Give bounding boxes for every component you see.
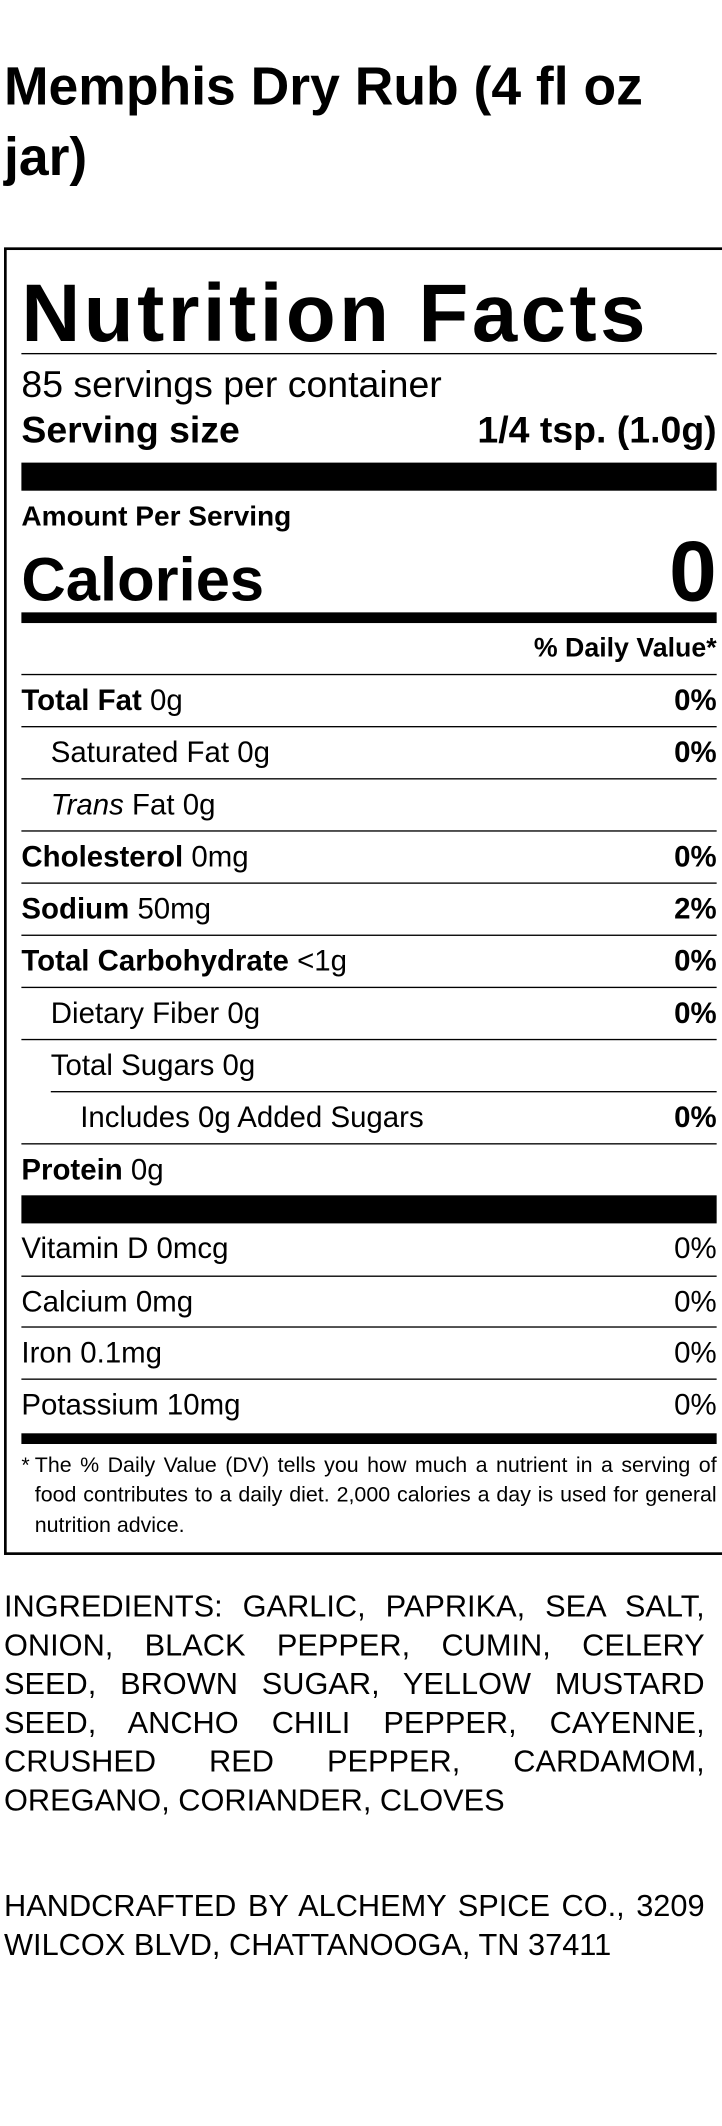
vitamin-amount: 0mcg <box>156 1231 229 1266</box>
nutrient-row: Cholesterol 0mg 0% <box>21 830 717 882</box>
nutrient-row: Trans Fat 0g <box>21 778 717 830</box>
thick-rule <box>21 612 717 624</box>
manufacturer: HANDCRAFTED BY ALCHEMY SPICE CO., 3209 W… <box>4 1887 705 1962</box>
nutrition-label: Nutrition Facts 85 servings per containe… <box>4 247 722 1555</box>
footnote: * The % Daily Value (DV) tells you how mu… <box>21 1452 716 1542</box>
ingredients: INGREDIENTS: GARLIC, PAPRIKA, SEA SALT, … <box>4 1588 705 1818</box>
footnote-text: The % Daily Value (DV) tells you how muc… <box>34 1454 717 1538</box>
nutrient-name-italic: Trans <box>50 787 124 821</box>
nutrient-name: Total Sugars <box>50 1048 215 1082</box>
vitamin-dv: 0% <box>674 1231 717 1266</box>
vitamin-amount: 10mg <box>166 1387 241 1422</box>
nutrient-amount: 0g <box>227 996 261 1030</box>
nutrient-dv: 2% <box>674 891 717 926</box>
dv-header: % Daily Value* <box>533 633 717 664</box>
nutrient-dv: 0% <box>674 943 717 978</box>
amount-per-serving: Amount Per Serving <box>21 501 292 533</box>
nutrient-dv: 0% <box>674 839 717 874</box>
nutrient-name: Total Fat <box>21 683 142 717</box>
nutrient-name: Sodium <box>21 891 130 926</box>
nutrient-name: Includes 0g Added Sugars <box>80 1100 424 1134</box>
nutrient-name: Saturated Fat <box>50 735 230 769</box>
nutrient-row: Sodium 50mg 2% <box>21 882 717 934</box>
vitamin-dv: 0% <box>674 1335 717 1370</box>
nutrient-name: Cholesterol <box>21 839 184 874</box>
vitamin-dv: 0% <box>674 1387 717 1422</box>
thick-rule <box>21 1195 717 1224</box>
vitamin-row: Iron 0.1mg 0% <box>21 1326 717 1379</box>
calories-value: 0 <box>669 522 717 620</box>
nutrient-amount: 50mg <box>137 891 212 926</box>
vitamin-amount: 0mg <box>135 1284 194 1318</box>
nutrient-row: Total Carbohydrate <1g 0% <box>21 934 717 987</box>
nutrient-row: Protein 0g <box>21 1143 717 1195</box>
nutrient-name: Fat <box>132 787 175 821</box>
calories-label: Calories <box>21 544 265 614</box>
nutrient-row: Total Sugars 0g <box>21 1038 717 1091</box>
vitamin-row: Calcium 0mg 0% <box>21 1275 717 1327</box>
nutrient-amount: <1g <box>297 943 347 978</box>
nutrient-amount: 0g <box>237 735 270 769</box>
nutrient-name: Protein <box>21 1152 123 1186</box>
nutrient-dv: 0% <box>674 683 717 717</box>
nutrient-row: Dietary Fiber 0g 0% <box>21 986 717 1039</box>
nutrient-dv: 0% <box>674 735 717 769</box>
serving-size: Serving size 1/4 tsp. (1.0g) <box>21 408 716 453</box>
thick-rule <box>21 462 717 491</box>
nutrient-name: Total Carbohydrate <box>21 943 289 978</box>
vitamin-name: Vitamin D <box>21 1231 149 1266</box>
nutrient-dv: 0% <box>674 1100 717 1134</box>
label-heading: Nutrition Facts <box>21 267 650 359</box>
rule <box>21 352 717 355</box>
calories: Calories 0 <box>21 522 717 620</box>
vitamin-row: Vitamin D 0mcg 0% <box>21 1223 716 1275</box>
nutrient-row: Includes 0g Added Sugars 0% <box>50 1091 717 1143</box>
nutrient-name: Dietary Fiber <box>50 996 220 1030</box>
nutrient-amount: 0g <box>222 1048 256 1082</box>
thick-rule <box>21 1432 717 1444</box>
vitamin-dv: 0% <box>674 1284 717 1318</box>
footnote-mark: * <box>21 1454 30 1478</box>
product-title: Memphis Dry Rub (4 fl oz jar) <box>4 57 643 188</box>
nutrient-row: Saturated Fat 0g 0% <box>21 726 717 778</box>
vitamin-row: Potassium 10mg 0% <box>21 1378 717 1431</box>
serving-size-label: Serving size <box>21 409 240 451</box>
nutrient-amount: 0g <box>149 683 183 717</box>
nutrient-row: Total Fat 0g 0% <box>21 673 717 726</box>
nutrient-amount: 0g <box>182 787 216 821</box>
vitamin-name: Potassium <box>21 1387 159 1422</box>
nutrient-amount: 0g <box>130 1152 164 1186</box>
nutrient-dv: 0% <box>674 996 717 1030</box>
vitamin-name: Iron <box>21 1335 73 1370</box>
vitamin-name: Calcium <box>21 1284 128 1318</box>
nutrient-amount: 0mg <box>191 839 249 874</box>
servings: 85 servings per container <box>21 363 442 406</box>
vitamin-amount: 0.1mg <box>80 1335 163 1370</box>
serving-size-value: 1/4 tsp. (1.0g) <box>477 409 717 451</box>
